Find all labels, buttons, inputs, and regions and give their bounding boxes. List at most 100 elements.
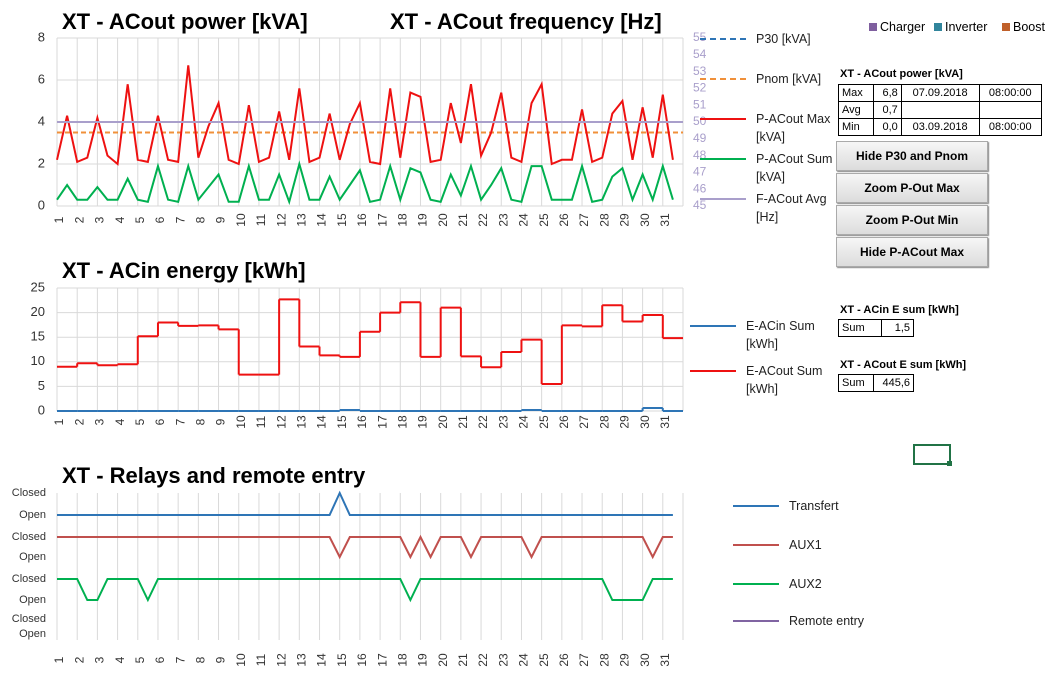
- x-tick-label: 5: [133, 216, 147, 223]
- x-tick-label: 26: [557, 415, 571, 429]
- x-tick-label: 30: [638, 213, 652, 227]
- y2-tick-label: 54: [693, 47, 707, 61]
- table-cell: [900, 101, 980, 119]
- table: Sum 445,6: [838, 374, 915, 392]
- button[interactable]: Hide P30 and Pnom: [836, 141, 988, 171]
- y-tick-label: 0: [38, 402, 45, 417]
- x-tick-label: 21: [456, 213, 470, 227]
- x-tick-label: 11: [254, 415, 268, 428]
- y-tick-label: 15: [31, 329, 45, 344]
- table-cell: 07.09.2018: [900, 84, 980, 102]
- legend-item: P-ACout Max [kVA]: [700, 110, 850, 150]
- series-line: [56, 65, 674, 166]
- x-tick-label: 15: [335, 213, 349, 227]
- legend-label: Inverter: [945, 20, 988, 34]
- y2-tick-label: 55: [693, 30, 707, 44]
- state-label: Closed: [12, 487, 46, 499]
- x-tick-label: 29: [618, 653, 632, 667]
- x-tick-label: 10: [234, 213, 248, 227]
- legend-label: F-ACout Avg [Hz]: [756, 192, 827, 224]
- legend-label: Pnom [kVA]: [756, 72, 822, 86]
- x-tick-label: 25: [537, 653, 551, 667]
- state-label: Closed: [12, 613, 46, 625]
- legend-swatch: [700, 118, 746, 120]
- x-tick-label: 21: [456, 653, 470, 667]
- legend-label: AUX2: [789, 577, 822, 591]
- legend-swatch: [690, 325, 736, 327]
- table-cell: 08:00:00: [978, 118, 1043, 136]
- x-tick-label: 25: [537, 213, 551, 227]
- x-tick-label: 18: [395, 415, 409, 429]
- y2-tick-label: 46: [693, 181, 707, 195]
- state-label: Closed: [12, 573, 46, 585]
- y2-tick-label: 51: [693, 97, 707, 111]
- x-tick-label: 12: [274, 415, 288, 429]
- y-tick-label: 10: [31, 353, 45, 368]
- x-tick-label: 27: [577, 653, 591, 667]
- x-tick-label: 6: [153, 418, 167, 425]
- x-tick-label: 8: [194, 656, 208, 663]
- x-tick-label: 26: [557, 213, 571, 227]
- x-tick-label: 3: [93, 216, 107, 223]
- x-tick-label: 4: [113, 656, 127, 663]
- x-tick-label: 7: [173, 418, 187, 425]
- legend-item: Boost: [1002, 20, 1045, 34]
- state-label: Open: [19, 594, 46, 606]
- x-tick-label: 3: [93, 418, 107, 425]
- x-tick-label: 17: [375, 653, 389, 667]
- x-tick-label: 28: [597, 213, 611, 227]
- x-tick-label: 28: [597, 415, 611, 429]
- legend-item: Charger: [869, 20, 925, 34]
- x-tick-label: 12: [274, 213, 288, 227]
- legend-label: P-ACout Max [kVA]: [756, 112, 831, 144]
- x-tick-label: 2: [72, 216, 86, 223]
- x-tick-label: 25: [537, 415, 551, 429]
- x-tick-label: 30: [638, 653, 652, 667]
- x-tick-label: 4: [113, 216, 127, 223]
- legend-label: P30 [kVA]: [756, 32, 811, 46]
- x-tick-label: 19: [416, 653, 430, 667]
- cell-handle: [947, 461, 952, 466]
- chart-title: XT - ACout power [kVA]: [62, 9, 308, 34]
- legend-label: Boost: [1013, 20, 1045, 34]
- x-tick-label: 17: [375, 415, 389, 429]
- x-tick-label: 22: [476, 213, 490, 227]
- button[interactable]: Zoom P-Out Max: [836, 173, 988, 203]
- x-tick-label: 23: [496, 653, 510, 667]
- button[interactable]: Hide P-ACout Max: [836, 237, 988, 267]
- x-tick-label: 21: [456, 415, 470, 429]
- table-cell: Sum: [838, 374, 874, 392]
- x-tick-label: 5: [133, 656, 147, 663]
- series-line: [57, 490, 673, 516]
- x-tick-label: 18: [395, 213, 409, 227]
- x-tick-label: 12: [274, 653, 288, 667]
- state-label: Open: [19, 509, 46, 521]
- y-tick-label: 8: [38, 29, 45, 44]
- table: Max 6,8 07.09.2018 08:00:00 Avg 0,7 Min 0,0 03.0…: [838, 84, 1043, 136]
- y2-tick-label: 49: [693, 131, 707, 145]
- x-tick-label: 28: [597, 653, 611, 667]
- x-tick-label: 6: [153, 656, 167, 663]
- button[interactable]: Zoom P-Out Min: [836, 205, 988, 235]
- table-cell: 0,7: [872, 101, 902, 119]
- legend-swatch: [700, 78, 746, 80]
- x-tick-label: 22: [476, 653, 490, 667]
- x-tick-label: 29: [618, 415, 632, 429]
- x-tick-label: 5: [133, 418, 147, 425]
- table-cell: 08:00:00: [978, 84, 1043, 102]
- x-tick-label: 22: [476, 415, 490, 429]
- x-tick-label: 2: [72, 656, 86, 663]
- x-tick-label: 19: [416, 415, 430, 429]
- table-cell: 6,8: [872, 84, 902, 102]
- x-tick-label: 20: [436, 653, 450, 667]
- x-tick-label: 27: [577, 213, 591, 227]
- y-tick-label: 2: [38, 155, 45, 170]
- y2-tick-label: 50: [693, 114, 707, 128]
- legend-swatch: [700, 38, 746, 40]
- x-tick-label: 14: [315, 213, 329, 227]
- x-tick-label: 9: [214, 418, 228, 425]
- x-tick-label: 10: [234, 415, 248, 429]
- table-row: Min 0,0 03.09.2018 08:00:00: [838, 118, 1043, 136]
- table-cell: 03.09.2018: [900, 118, 980, 136]
